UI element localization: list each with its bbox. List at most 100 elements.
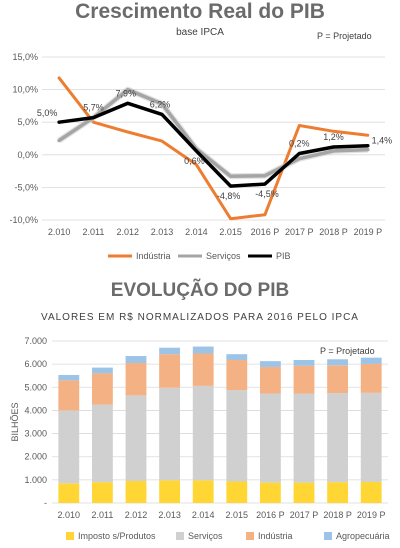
y-tick-label: 15,0% <box>12 52 38 62</box>
x-tick-label: 2019 P <box>354 227 383 237</box>
bar-segment <box>327 482 349 503</box>
bar-segment <box>259 482 281 503</box>
data-label: -4,8% <box>217 191 241 201</box>
x-tick-label: 2.011 <box>83 227 105 237</box>
legend-label: PIB <box>276 251 291 261</box>
bar-segment <box>192 353 214 386</box>
series-line-servicos <box>57 87 370 179</box>
pib-chart-note: P = Projetado <box>320 346 375 356</box>
x-tick-label: 2017 P <box>285 227 314 237</box>
x-tick-label: 2.015 <box>219 227 242 237</box>
bar-segment <box>327 359 349 366</box>
x-tick-label: 2018 P <box>323 510 352 520</box>
bar-segment <box>58 380 80 411</box>
data-label: 6,2% <box>150 99 171 109</box>
y-tick-label: -10,0% <box>9 215 38 225</box>
bar-segment <box>259 366 281 394</box>
y-tick-label: 10,0% <box>12 85 38 95</box>
bar-segment <box>192 385 214 481</box>
data-label: -4,5% <box>255 189 279 199</box>
x-tick-label: 2016 P <box>251 227 280 237</box>
legend-swatch <box>66 532 74 540</box>
x-tick-label: 2016 P <box>256 510 285 520</box>
legend-label: Indústria <box>258 531 293 541</box>
y-tick-label: 7.000 <box>24 336 47 346</box>
bar-segment <box>91 404 113 483</box>
bar-segment <box>192 346 214 354</box>
data-label: 0,2% <box>289 138 310 148</box>
bar-segment <box>159 480 181 503</box>
legend-label: Imposto s/Produtos <box>78 531 156 541</box>
pib-chart-title: EVOLUÇÃO DO PIB <box>110 280 290 301</box>
bar-segment <box>58 483 80 503</box>
growth-chart-subtitle: base IPCA <box>176 27 224 38</box>
x-tick-label: 2.011 <box>91 510 113 520</box>
bar-segment <box>91 367 113 374</box>
pib-chart-subtitle: VALORES EM R$ NORMALIZADOS PARA 2016 PEL… <box>41 312 359 323</box>
x-tick-label: 2.015 <box>226 510 249 520</box>
y-tick-label: 0,0% <box>17 150 38 160</box>
y-tick-label: 4.000 <box>24 405 47 415</box>
bar-segment <box>58 410 80 484</box>
bar-segment <box>360 363 382 393</box>
bar-segment <box>226 354 248 360</box>
bar-segment <box>327 393 349 483</box>
bar-segment <box>293 482 315 503</box>
x-tick-label: 2.010 <box>48 227 71 237</box>
x-tick-label: 2019 P <box>357 510 386 520</box>
growth-chart-title: Crescimento Real do PIB <box>75 0 325 23</box>
x-tick-label: 2018 P <box>319 227 348 237</box>
data-label: 5,0% <box>37 108 58 118</box>
data-label: 7,9% <box>115 88 136 98</box>
bar-segment <box>125 481 147 503</box>
bar-segment <box>226 359 248 391</box>
x-tick-label: 2.014 <box>185 227 208 237</box>
bar-segment <box>293 393 315 483</box>
bar-segment <box>327 365 349 394</box>
y-tick-label: 5,0% <box>17 117 38 127</box>
x-tick-label: 2.012 <box>125 510 148 520</box>
growth-chart-plot: 15,0% 10,0% 5,0% 0,0% -5,0% -10,0% 2.010 2.011 2… <box>9 52 393 261</box>
bar-segment <box>259 361 281 367</box>
y-tick-label: 6.000 <box>24 359 47 369</box>
y-axis-label: BILHÕES <box>10 402 20 441</box>
data-label: 1,2% <box>323 132 344 142</box>
x-tick-label: 2.014 <box>192 510 215 520</box>
growth-chart-note: P = Projetado <box>317 31 372 41</box>
bar-segment <box>226 481 248 503</box>
bar-segment <box>159 347 181 355</box>
legend-swatch <box>176 532 184 540</box>
legend-label: Indústria <box>136 251 171 261</box>
data-label: 1,4% <box>372 136 393 146</box>
y-tick-label: 3.000 <box>24 429 47 439</box>
pib-chart-plot: 7.000 6.000 5.000 4.000 3.000 2.000 1.000 - 2.01… <box>10 336 390 541</box>
y-tick-label: 1.000 <box>24 475 47 485</box>
x-tick-label: 2017 P <box>290 510 319 520</box>
x-tick-label: 2.013 <box>151 227 174 237</box>
bar-segment <box>125 362 147 396</box>
legend-swatch <box>246 532 254 540</box>
bar-segment <box>259 393 281 483</box>
growth-chart: Crescimento Real do PIB base IPCA P = Pr… <box>0 0 400 270</box>
bar-segment <box>125 395 147 482</box>
y-tick-label: 5.000 <box>24 382 47 392</box>
x-tick-label: 2.012 <box>116 227 139 237</box>
legend-swatch <box>324 532 332 540</box>
bar-segment <box>293 365 315 394</box>
bar-segment <box>226 390 248 482</box>
bar-segment <box>159 354 181 388</box>
x-tick-label: 2.013 <box>158 510 181 520</box>
y-tick-label: - <box>44 498 47 508</box>
bar-segment <box>192 480 214 503</box>
bar-segment <box>360 481 382 503</box>
bar-segment <box>125 356 147 363</box>
bar-segment <box>91 482 113 503</box>
series-line-pib <box>57 101 370 188</box>
legend-label: Serviços <box>206 251 241 261</box>
legend-label: Agropecuária <box>336 531 390 541</box>
bar-segment <box>58 375 80 381</box>
legend-label: Serviços <box>188 531 223 541</box>
series-line-industria <box>57 76 370 221</box>
bar-segment <box>91 373 113 405</box>
pib-evolution-chart: EVOLUÇÃO DO PIB VALORES EM R$ NORMALIZAD… <box>0 280 400 548</box>
